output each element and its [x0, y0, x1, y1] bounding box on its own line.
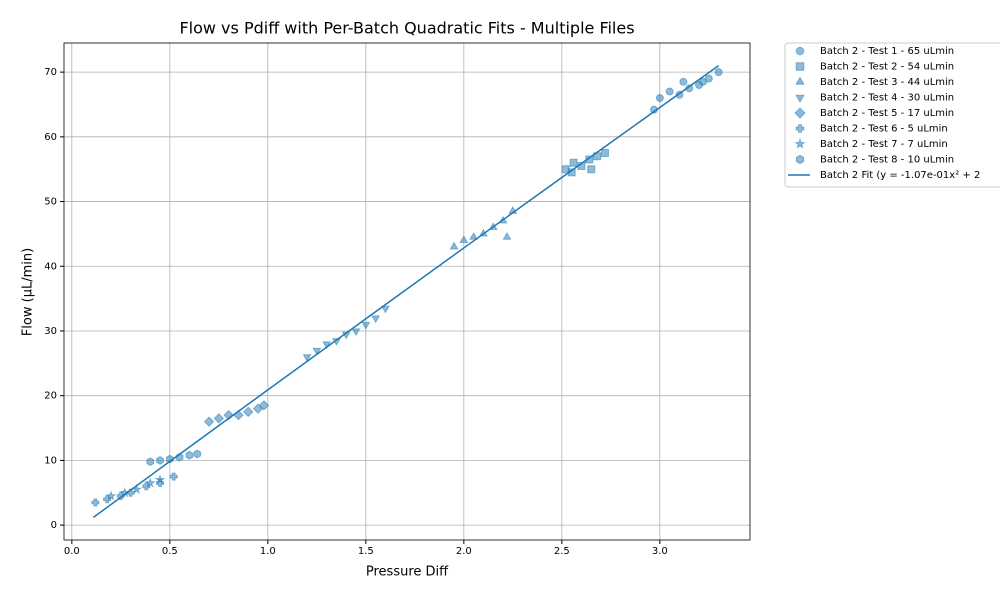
data-point [361, 321, 371, 330]
legend-label: Batch 2 - Test 2 - 54 uLmin [820, 62, 954, 73]
data-point [502, 231, 512, 240]
x-tick-label: 3.0 [652, 546, 668, 557]
legend-label: Batch 2 - Test 4 - 30 uLmin [820, 93, 954, 104]
data-point [169, 472, 178, 481]
data-point [371, 315, 381, 324]
data-point [144, 477, 156, 488]
legend-label: Batch 2 - Test 8 - 10 uLmin [820, 155, 954, 166]
data-point [469, 231, 479, 240]
data-point [351, 328, 361, 337]
data-point [103, 495, 112, 504]
data-point [302, 354, 312, 363]
data-point [91, 498, 100, 507]
data-point [312, 347, 322, 356]
data-point [593, 152, 602, 161]
data-point [203, 416, 215, 427]
chart-title: Flow vs Pdiff with Per-Batch Quadratic F… [179, 19, 634, 38]
data-point [156, 455, 164, 465]
plot-marks [91, 65, 723, 518]
data-point [449, 241, 459, 250]
data-point [600, 149, 609, 158]
y-tick-label: 30 [44, 326, 57, 337]
data-point [154, 473, 166, 485]
data-point [146, 457, 155, 467]
data-point [679, 77, 688, 86]
legend-label: Batch 2 Fit (y = -1.07e-01x² + 2 [820, 170, 980, 181]
x-tick-label: 0.0 [64, 546, 80, 557]
legend: Batch 2 - Test 1 - 65 uLmin Batch 2 - Tes… [788, 46, 980, 181]
grid: 0.0 0.5 1.0 1.5 2.0 2.5 3.0 0 10 20 30 40 50 60 70 [44, 43, 750, 557]
fit-line [92, 65, 720, 518]
data-point [258, 400, 270, 411]
legend-marker [795, 76, 805, 85]
plot-frame [63, 42, 751, 541]
legend-marker [795, 46, 805, 56]
data-point [459, 235, 469, 243]
legend-marker [795, 62, 805, 71]
data-point [587, 165, 596, 174]
data-point [193, 449, 202, 459]
x-tick-label: 0.5 [162, 546, 178, 557]
x-tick-label: 2.0 [456, 546, 472, 557]
y-tick-label: 70 [44, 67, 57, 78]
legend-label: Batch 2 - Test 6 - 5 uLmin [820, 124, 948, 135]
y-tick-label: 60 [44, 132, 57, 143]
legend-label: Batch 2 - Test 1 - 65 uLmin [820, 46, 954, 57]
data-point [242, 406, 254, 418]
y-tick-label: 10 [44, 455, 57, 466]
legend-marker [794, 137, 806, 150]
data-point [665, 87, 674, 96]
data-point [105, 490, 117, 501]
legend-marker [795, 124, 805, 133]
data-point [116, 491, 125, 500]
y-tick-label: 20 [44, 391, 57, 402]
legend-marker [794, 107, 806, 119]
data-point [685, 84, 694, 93]
legend-marker [795, 154, 805, 165]
data-point [380, 305, 390, 314]
legend-box [784, 42, 1000, 188]
legend-label: Batch 2 - Test 3 - 44 uLmin [820, 77, 954, 88]
data-point [655, 94, 664, 102]
y-tick-label: 40 [44, 261, 57, 272]
y-axis-label: Flow (µL/min) [21, 248, 36, 336]
x-tick-label: 2.5 [554, 546, 570, 557]
data-point [213, 413, 225, 424]
legend-label: Batch 2 - Test 5 - 17 uLmin [820, 108, 954, 119]
x-tick-label: 1.5 [358, 546, 374, 557]
data-point [714, 68, 723, 77]
data-point [185, 450, 194, 460]
data-point [569, 158, 578, 167]
legend-label: Batch 2 - Test 7 - 7 uLmin [820, 139, 948, 150]
y-tick-label: 50 [44, 197, 57, 208]
legend-marker [795, 94, 805, 104]
x-tick-label: 1.0 [260, 546, 276, 557]
x-axis-label: Pressure Diff [366, 565, 449, 580]
y-tick-label: 0 [51, 520, 57, 531]
data-point [142, 482, 151, 491]
